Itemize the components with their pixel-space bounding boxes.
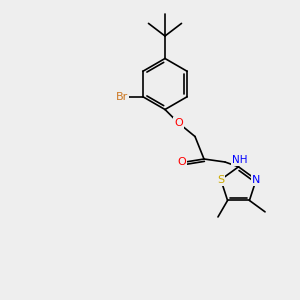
Text: Br: Br xyxy=(116,92,128,102)
Text: O: O xyxy=(177,157,186,167)
Text: O: O xyxy=(174,118,183,128)
Text: S: S xyxy=(217,175,224,185)
Text: NH: NH xyxy=(232,154,247,165)
Text: N: N xyxy=(252,175,260,185)
